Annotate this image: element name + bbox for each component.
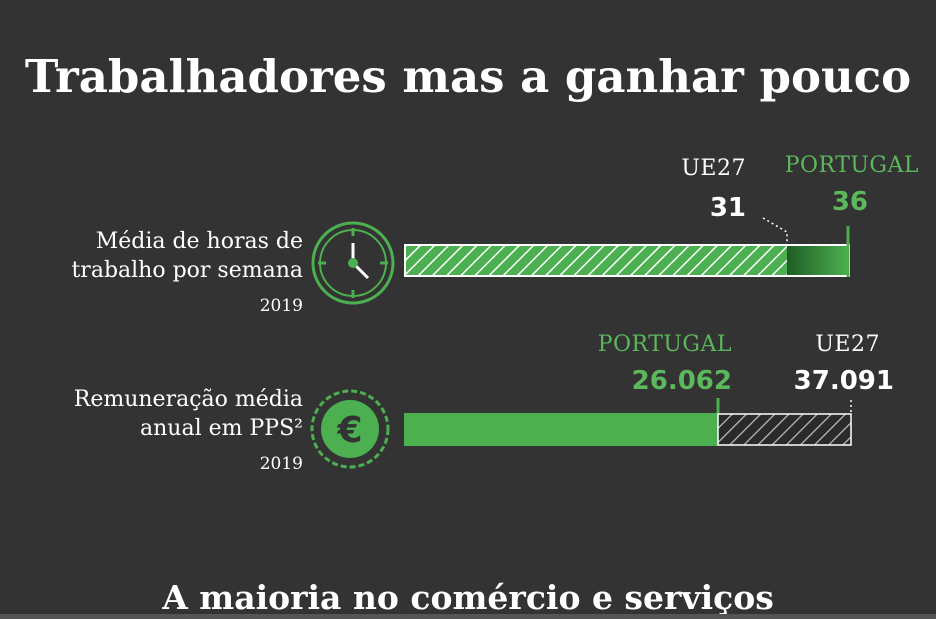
- page-title: Trabalhadores mas a ganhar pouco: [24, 50, 912, 103]
- section-subtitle: A maioria no comércio e serviços: [162, 578, 774, 617]
- label-portugal-hours: PORTUGAL: [784, 153, 919, 178]
- label-ue27-hours: UE27: [681, 156, 746, 181]
- row-hours-label: Média de horas de trabalho por semana: [71, 227, 303, 285]
- value-ue27-pay: 37.091: [793, 366, 894, 396]
- leader-ue27-hours: [762, 217, 788, 246]
- row-hours-label-line2: trabalho por semana: [71, 258, 303, 283]
- label-ue27-pay: UE27: [815, 332, 880, 357]
- row-pay-label-line2: anual em PPS²: [140, 416, 303, 441]
- value-ue27-hours: 31: [709, 193, 746, 223]
- bar-ue27-hours: [406, 246, 787, 275]
- clock-icon: [311, 221, 395, 305]
- bottom-divider: [0, 614, 936, 619]
- pay-bar-group: [404, 398, 852, 446]
- svg-text:€: €: [336, 410, 362, 451]
- value-portugal-hours: 36: [831, 187, 868, 217]
- bar-portugal-hours: [787, 246, 848, 275]
- row-pay-label-line1: Remuneração média: [73, 387, 303, 412]
- bar-portugal-pay: [404, 413, 718, 446]
- euro-icon: €: [310, 389, 390, 469]
- value-portugal-pay: 26.062: [631, 366, 732, 396]
- row-hours-year: 2019: [259, 296, 303, 316]
- bar-ue27-pay: [717, 413, 852, 446]
- label-portugal-pay: PORTUGAL: [597, 332, 732, 357]
- row-pay-label: Remuneração média anual em PPS²: [74, 385, 303, 443]
- row-pay-year: 2019: [259, 454, 303, 474]
- row-hours-label-line1: Média de horas de: [95, 229, 303, 254]
- hours-bar-group: [404, 217, 850, 277]
